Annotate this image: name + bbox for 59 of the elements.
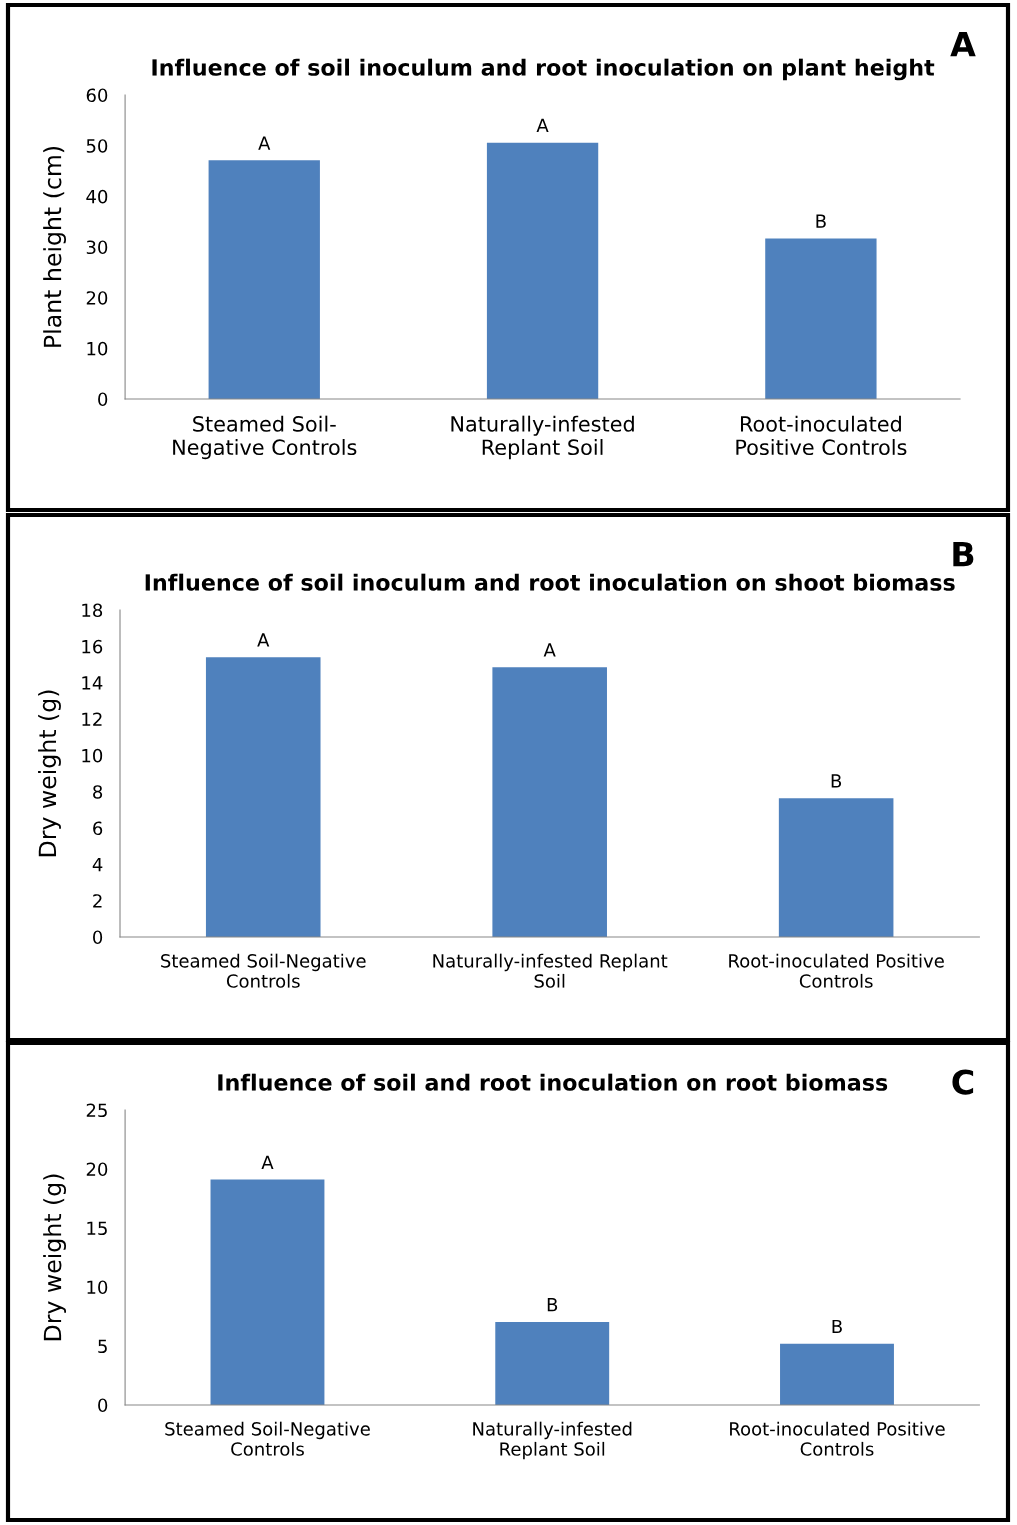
y-tick-label: 0 — [98, 1398, 108, 1413]
bar — [778, 798, 894, 937]
x-tick-label: Steamed Soil- Negative Controls — [173, 415, 357, 460]
y-tick-label: 6 — [93, 821, 103, 836]
y-tick-label: 16 — [82, 639, 103, 654]
x-tick-label: Root-inoculated Positive Controls — [736, 415, 907, 456]
y-tick-label: 10 — [87, 1280, 108, 1295]
x-tick-label: Naturally-infested Replant Soil — [451, 415, 634, 460]
chart-title: Influence of soil inoculum and root inoculation on plant height — [152, 58, 935, 81]
y-tick-label: 0 — [93, 930, 103, 945]
y-tick-label: 60 — [86, 88, 108, 103]
annotation: B — [547, 1298, 558, 1312]
bar — [486, 142, 599, 399]
bar — [205, 657, 321, 937]
bar — [780, 1343, 894, 1405]
x-tick-label: Naturally-infested Replant Soil — [433, 953, 668, 988]
bar — [495, 1321, 610, 1405]
bar — [765, 238, 877, 399]
y-tick-label: 2 — [93, 894, 102, 908]
annotation: A — [543, 643, 556, 657]
annotation: A — [261, 1155, 274, 1169]
text: C — [952, 1069, 974, 1095]
bar — [208, 160, 320, 399]
y-axis-title: Plant height (cm) — [43, 146, 66, 347]
bar — [210, 1179, 325, 1405]
y-axis-title: Dry weight (g) — [38, 690, 61, 857]
x-tick-label: Steamed Soil-Negative Controls — [165, 1421, 370, 1456]
y-axis-title: Dry weight (g) — [43, 1174, 66, 1341]
annotation: B — [831, 774, 842, 788]
y-tick-label: 12 — [82, 712, 102, 726]
chart-title: Influence of soil and root inoculation on root biomass — [218, 1073, 888, 1091]
y-tick-label: 30 — [86, 240, 108, 255]
y-tick-label: 20 — [86, 291, 108, 305]
annotation: A — [536, 118, 549, 132]
y-tick-label: 40 — [86, 189, 108, 204]
annotation: A — [257, 633, 270, 647]
x-tick-label: Root-inoculated Positive Controls — [730, 1421, 945, 1456]
y-tick-label: 50 — [86, 139, 108, 153]
bar — [492, 667, 607, 937]
y-tick-label: 8 — [93, 785, 103, 799]
chart-title: Influence of soil inoculum and root inoculation on shoot biomass — [145, 573, 955, 591]
x-tick-label: Root-inoculated Positive Controls — [729, 953, 944, 988]
text: B — [953, 541, 974, 567]
y-tick-label: 14 — [82, 676, 103, 690]
y-tick-label: 10 — [82, 748, 103, 763]
y-tick-label: 20 — [86, 1162, 108, 1177]
annotation: A — [258, 136, 271, 150]
x-tick-label: Steamed Soil-Negative Controls — [161, 953, 366, 988]
annotation: B — [816, 214, 826, 228]
y-tick-label: 0 — [98, 392, 108, 407]
y-tick-label: 10 — [87, 341, 108, 356]
x-tick-label: Naturally-infested Replant Soil — [473, 1421, 632, 1460]
annotation: B — [832, 1319, 842, 1334]
y-tick-label: 18 — [82, 603, 103, 618]
text: A — [950, 31, 976, 57]
y-tick-label: 15 — [87, 1221, 107, 1236]
y-tick-label: 5 — [98, 1339, 107, 1354]
y-tick-label: 4 — [92, 858, 103, 872]
y-tick-label: 25 — [86, 1103, 107, 1118]
